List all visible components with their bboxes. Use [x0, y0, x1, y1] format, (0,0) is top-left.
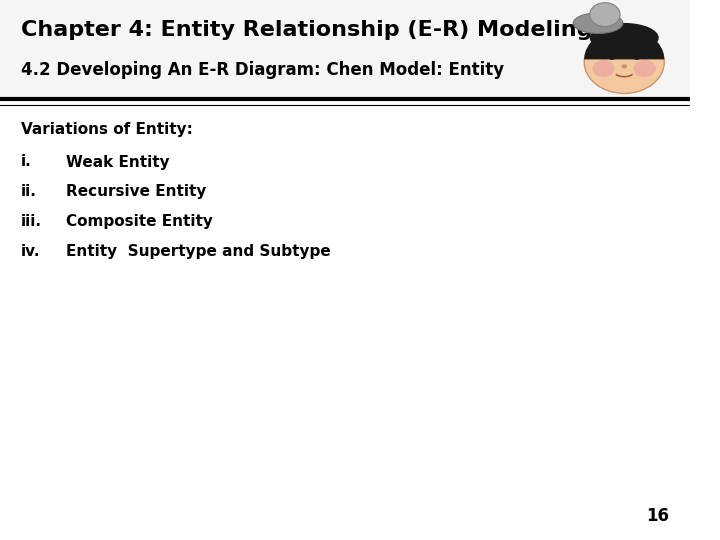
Circle shape: [634, 60, 656, 77]
Circle shape: [621, 64, 627, 69]
Text: Composite Entity: Composite Entity: [66, 214, 212, 229]
Text: iii.: iii.: [21, 214, 42, 229]
Circle shape: [608, 53, 616, 60]
Circle shape: [593, 60, 615, 77]
Text: Entity  Supertype and Subtype: Entity Supertype and Subtype: [66, 244, 330, 259]
Circle shape: [584, 31, 665, 93]
Ellipse shape: [573, 13, 623, 33]
Text: 16: 16: [646, 507, 669, 525]
Circle shape: [590, 3, 620, 26]
Text: Chapter 4: Entity Relationship (E-R) Modeling: Chapter 4: Entity Relationship (E-R) Mod…: [21, 19, 592, 40]
FancyBboxPatch shape: [0, 0, 690, 100]
Text: Variations of Entity:: Variations of Entity:: [21, 122, 192, 137]
Text: i.: i.: [21, 154, 32, 170]
Wedge shape: [584, 28, 665, 59]
Ellipse shape: [590, 23, 659, 52]
Text: 4.2 Developing An E-R Diagram: Chen Model: Entity: 4.2 Developing An E-R Diagram: Chen Mode…: [21, 61, 504, 79]
Circle shape: [632, 53, 641, 60]
Text: iv.: iv.: [21, 244, 40, 259]
Text: ii.: ii.: [21, 184, 37, 199]
Text: Recursive Entity: Recursive Entity: [66, 184, 206, 199]
Text: Weak Entity: Weak Entity: [66, 154, 169, 170]
